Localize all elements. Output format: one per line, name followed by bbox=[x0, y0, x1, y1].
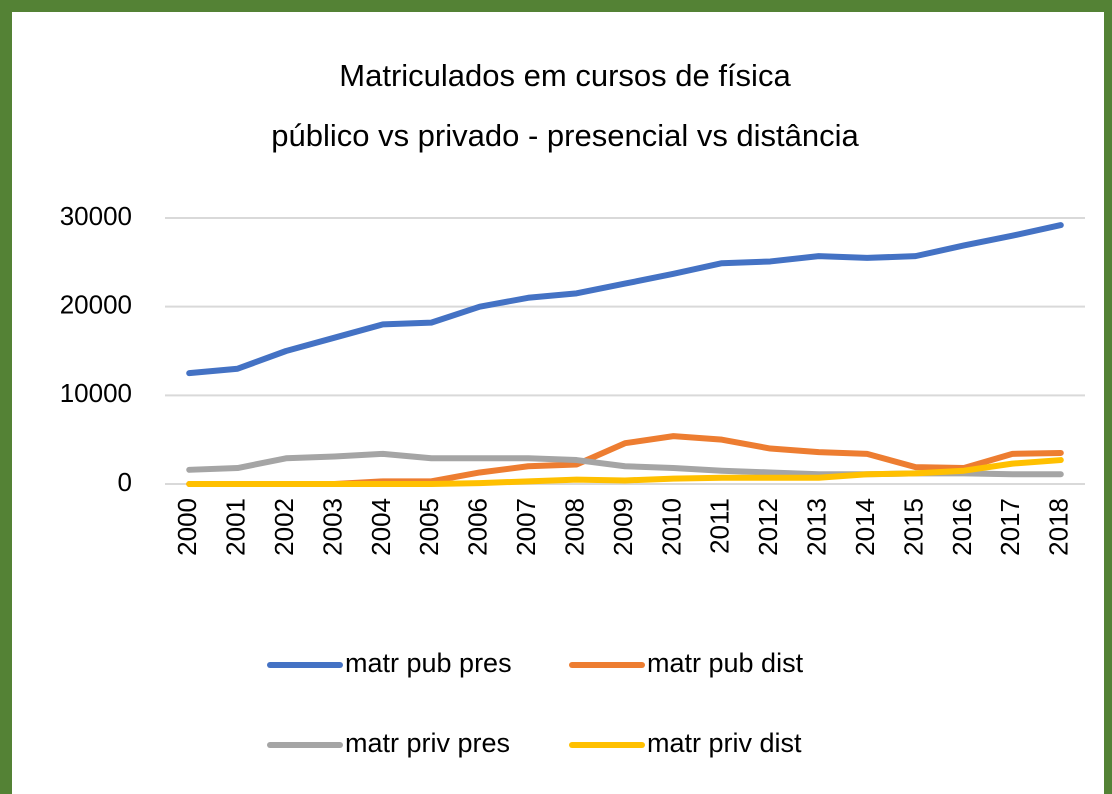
x-tick-label: 2015 bbox=[898, 498, 928, 556]
x-tick-label: 2009 bbox=[608, 498, 638, 556]
x-tick-label: 2002 bbox=[269, 498, 299, 556]
y-tick-label: 30000 bbox=[60, 201, 132, 231]
legend-label: matr pub pres bbox=[345, 648, 512, 678]
x-tick-label: 2000 bbox=[172, 498, 202, 556]
x-tick-label: 2005 bbox=[414, 498, 444, 556]
x-tick-label: 2017 bbox=[995, 498, 1025, 556]
y-tick-label: 20000 bbox=[60, 290, 132, 320]
legend-label: matr priv dist bbox=[647, 728, 802, 758]
chart-subtitle: público vs privado - presencial vs distâ… bbox=[271, 118, 859, 153]
x-tick-label: 2016 bbox=[947, 498, 977, 556]
series-line bbox=[186, 457, 1064, 487]
chart-area bbox=[12, 12, 1104, 794]
x-tick-label: 2010 bbox=[656, 498, 686, 556]
x-tick-label: 2007 bbox=[511, 498, 541, 556]
x-tick-label: 2004 bbox=[366, 498, 396, 556]
x-tick-label: 2018 bbox=[1044, 498, 1074, 556]
x-tick-label: 2014 bbox=[850, 498, 880, 556]
series-line bbox=[186, 433, 1064, 487]
series-line bbox=[186, 222, 1064, 377]
legend-label: matr priv pres bbox=[345, 728, 510, 758]
x-tick-label: 2012 bbox=[753, 498, 783, 556]
x-tick-label: 2011 bbox=[705, 498, 735, 554]
legend-label: matr pub dist bbox=[647, 648, 804, 678]
y-tick-label: 0 bbox=[118, 467, 132, 497]
x-tick-label: 2006 bbox=[463, 498, 493, 556]
y-tick-label: 10000 bbox=[60, 378, 132, 408]
x-tick-label: 2013 bbox=[802, 498, 832, 556]
chart-title: Matriculados em cursos de física bbox=[339, 58, 791, 93]
x-tick-label: 2001 bbox=[221, 498, 251, 556]
x-tick-label: 2003 bbox=[317, 498, 347, 556]
x-tick-label: 2008 bbox=[559, 498, 589, 556]
